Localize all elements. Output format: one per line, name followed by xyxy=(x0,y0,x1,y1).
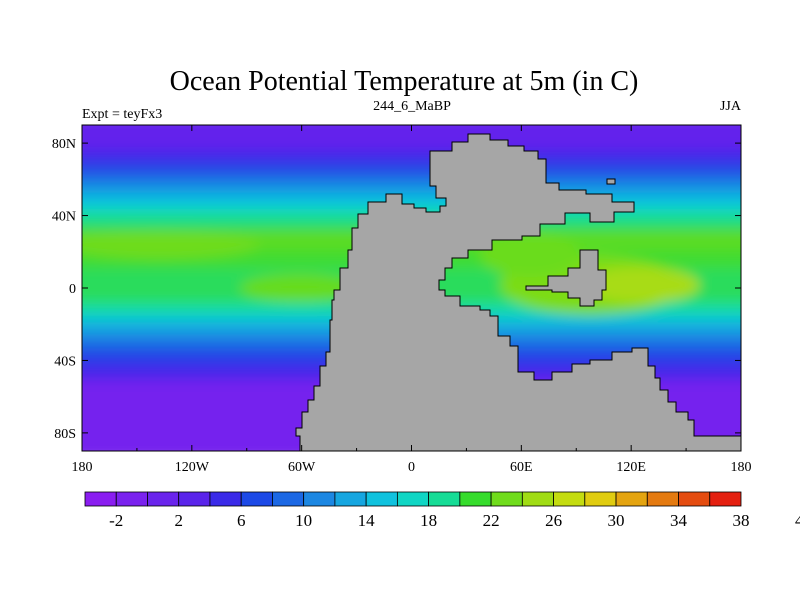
x-tick-label: 120E xyxy=(616,460,646,475)
map-plot-area xyxy=(82,125,741,451)
colorbar-swatch xyxy=(428,491,461,507)
colorbar-swatch xyxy=(365,491,398,507)
colorbar-swatch xyxy=(646,491,679,507)
y-tick-label: 40N xyxy=(52,210,76,225)
colorbar-swatch xyxy=(240,491,273,507)
y-tick-label: 0 xyxy=(69,282,76,297)
colorbar-swatch xyxy=(209,491,242,507)
colorbar-label: 34 xyxy=(670,511,688,530)
colorbar-swatch xyxy=(584,491,617,507)
colorbar-label: 42 xyxy=(795,511,800,530)
colorbar-swatch xyxy=(709,491,742,507)
colorbar-swatch xyxy=(115,491,148,507)
colorbar-swatch xyxy=(553,491,586,507)
colorbar-label: -2 xyxy=(109,511,123,530)
colorbar-label: 22 xyxy=(483,511,500,530)
colorbar-swatch xyxy=(303,491,336,507)
x-tick-label: 0 xyxy=(408,460,415,475)
colorbar-swatch xyxy=(459,491,492,507)
colorbar-label: 6 xyxy=(237,511,246,530)
x-tick-label: 120W xyxy=(175,460,210,475)
colorbar-label: 14 xyxy=(358,511,376,530)
colorbar-label: 2 xyxy=(174,511,183,530)
colorbar-swatch xyxy=(334,491,367,507)
y-tick-label: 80N xyxy=(52,137,76,152)
x-tick-label: 180 xyxy=(72,460,93,475)
colorbar-swatch xyxy=(490,491,523,507)
colorbar-swatch xyxy=(521,491,554,507)
x-axis: 180 120W 60W 0 60E 120E 180 xyxy=(72,125,752,475)
colorbar-label: 18 xyxy=(420,511,437,530)
season-label: JJA xyxy=(720,99,742,114)
x-tick-label: 60W xyxy=(288,460,316,475)
y-tick-label: 80S xyxy=(54,427,76,442)
plot-title: Ocean Potential Temperature at 5m (in C) xyxy=(170,66,639,97)
colorbar-swatch xyxy=(678,491,711,507)
colorbar-label: 38 xyxy=(733,511,750,530)
colorbar-label: 30 xyxy=(608,511,625,530)
pangaea-landmass xyxy=(295,133,741,451)
colorbar-swatch xyxy=(84,491,117,507)
x-tick-label: 180 xyxy=(731,460,752,475)
period-label: 244_6_MaBP xyxy=(373,99,451,114)
colorbar-label: 26 xyxy=(545,511,562,530)
tethys-island xyxy=(525,249,607,307)
colorbar-swatch xyxy=(272,491,305,507)
x-tick-label: 60E xyxy=(510,460,533,475)
colorbar-swatch xyxy=(615,491,648,507)
northern-islet xyxy=(606,178,616,185)
colorbar-swatch xyxy=(147,491,180,507)
y-axis: 80N 40N 0 40S 80S xyxy=(52,137,741,442)
y-tick-label: 40S xyxy=(54,354,76,369)
colorbar: -226101418222630343842 xyxy=(84,491,800,530)
colorbar-label: 10 xyxy=(295,511,312,530)
colorbar-swatch xyxy=(178,491,211,507)
experiment-label: Expt = teyFx3 xyxy=(82,107,162,122)
colorbar-swatch xyxy=(396,491,430,507)
